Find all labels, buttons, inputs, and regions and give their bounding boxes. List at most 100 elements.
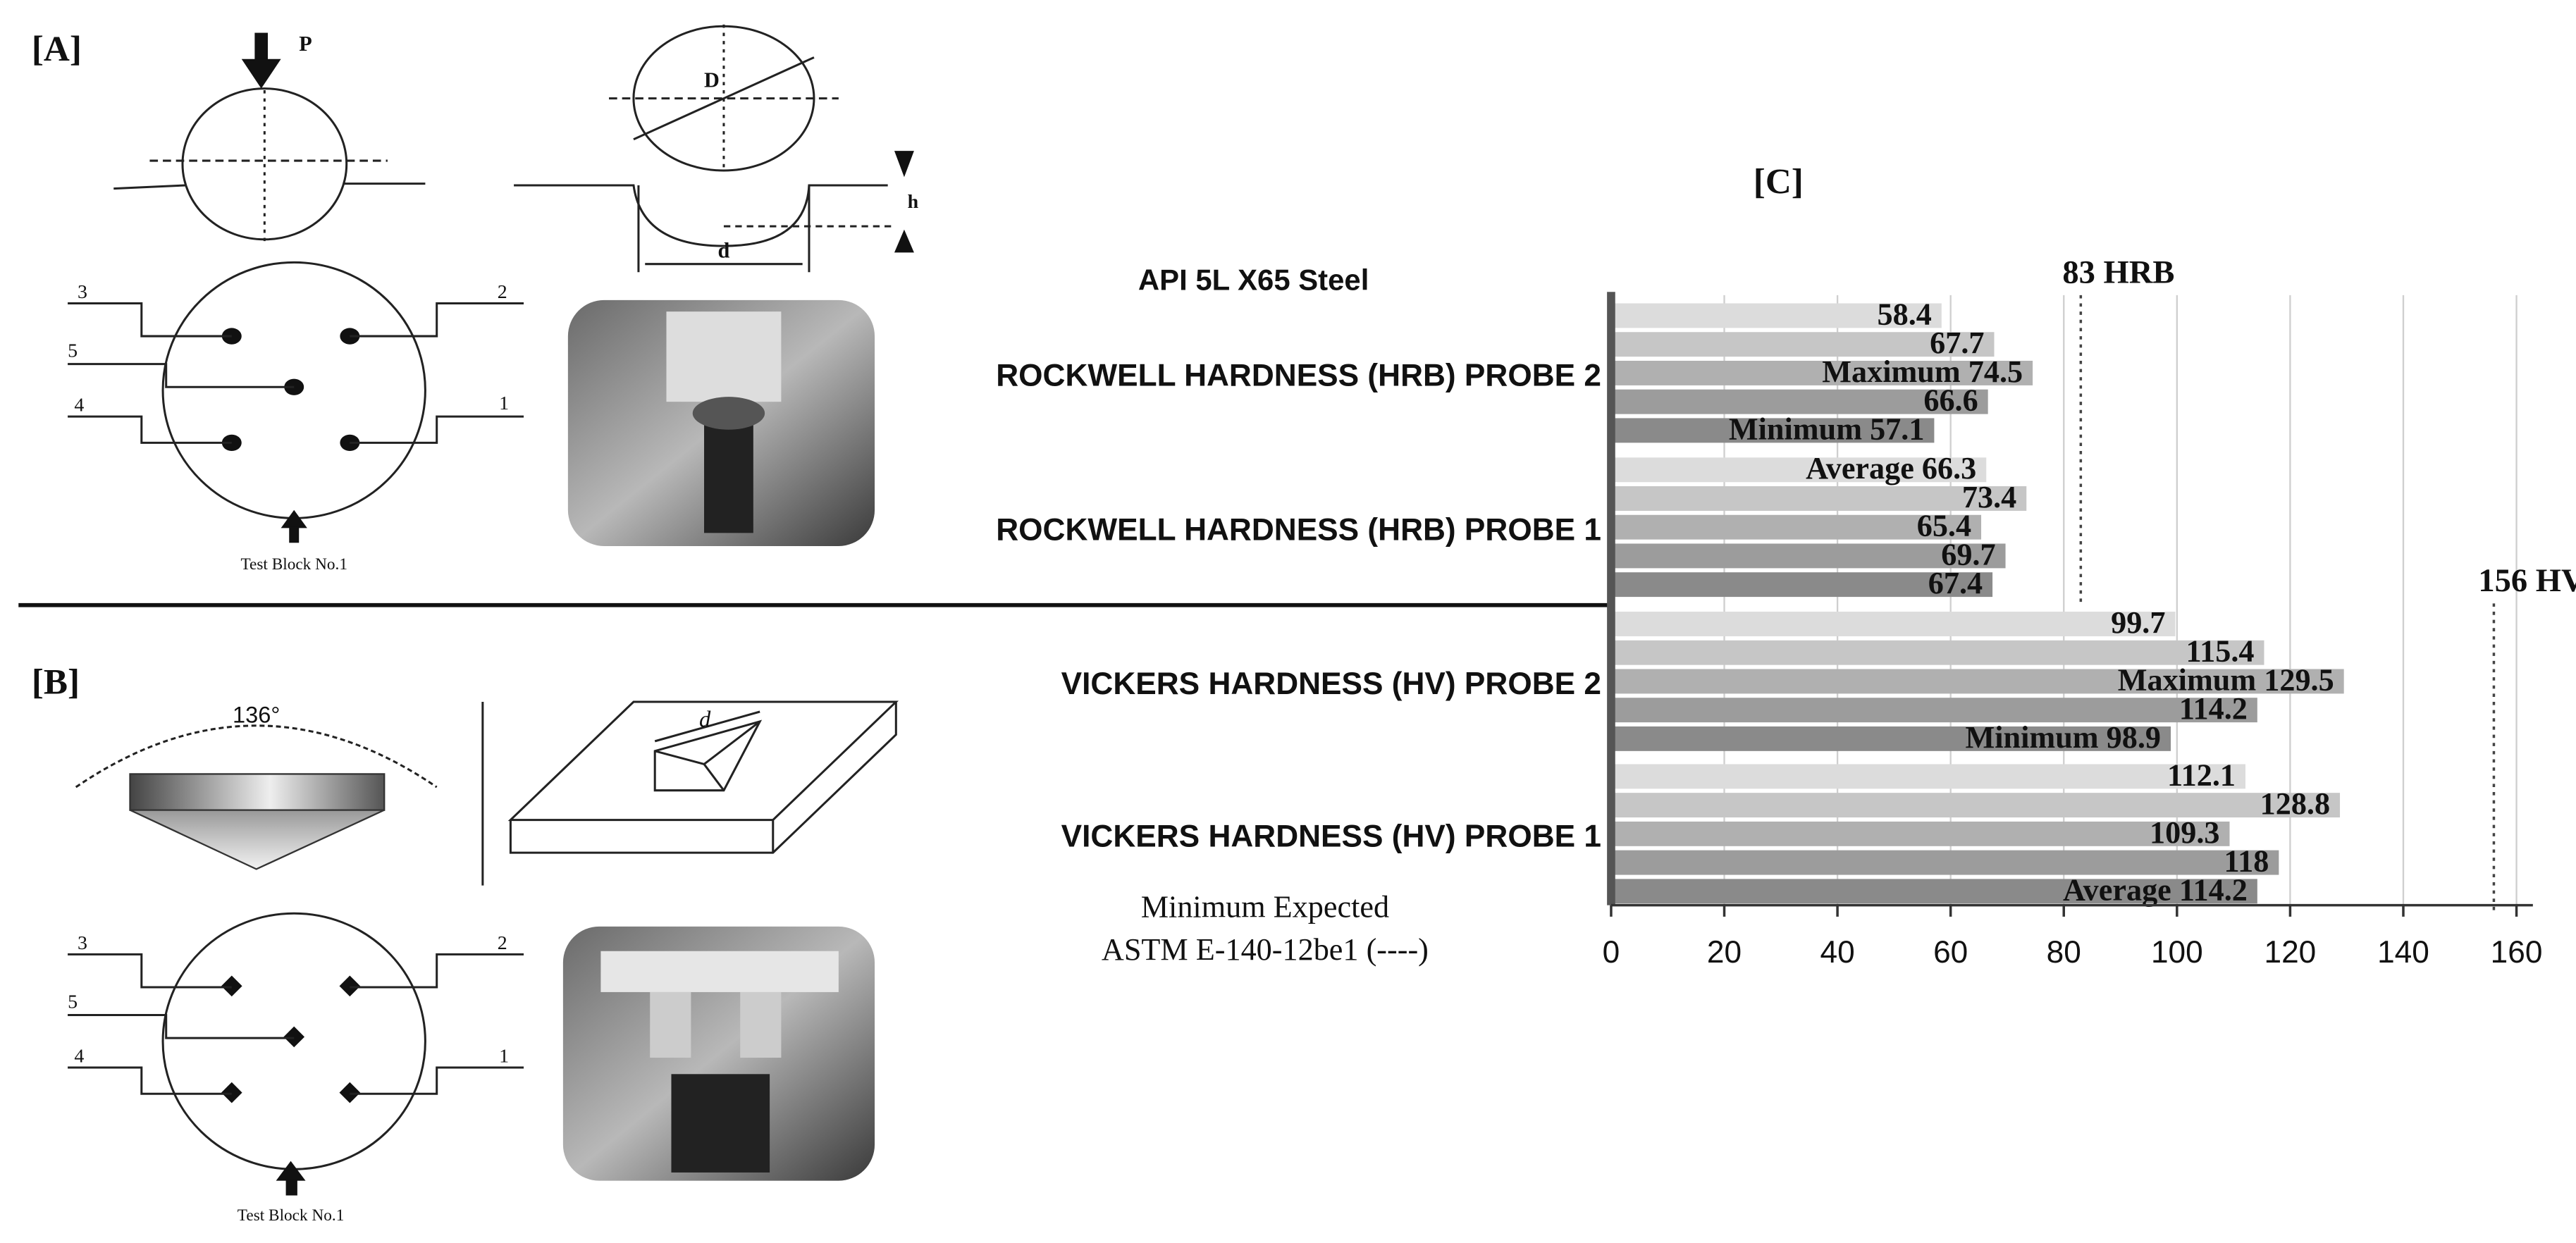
bar [1610,764,2245,789]
bar-chart: [C] API 5L X65 Steel Minimum Expected AS… [996,162,2576,970]
leads [68,953,524,1095]
category-label: ROCKWELL HARDNESS (HRB) PROBE 1 [996,512,1601,547]
value-label: 69.7 [1941,537,1995,571]
point-label: 2 [498,932,507,954]
bar [1610,332,1995,357]
bar [1610,457,1987,483]
point [340,434,360,451]
arrow [289,526,300,543]
value-label: 99.7 [2111,605,2165,640]
x-tick-label: 60 [1933,935,1968,970]
value-label: Minimum 98.9 [1966,720,2161,755]
point-label: 4 [74,1045,84,1067]
arrow [281,509,307,528]
width-label: d [718,238,730,262]
indent [653,719,763,792]
x-tick-label: 160 [2491,935,2543,970]
indenter-tip [130,809,385,870]
value-label: Average 114.2 [2063,872,2248,907]
bar [1610,418,1935,443]
value-label: Maximum 74.5 [1822,354,2023,389]
bar [1610,389,1988,414]
photo-detail [666,311,782,402]
point [221,1082,242,1103]
point [284,378,304,395]
value-label: 114.2 [2179,691,2248,726]
points [221,328,360,451]
surface [113,184,186,190]
caption: Test Block No.1 [240,555,347,574]
value-label: Minimum 57.1 [1729,412,1925,446]
x-tick-label: 80 [2047,935,2081,970]
bar [1610,726,2171,751]
value-label: Maximum 129.5 [2118,662,2334,697]
force-label: P [299,32,312,56]
x-tick-label: 20 [1707,935,1742,970]
value-label: 65.4 [1917,509,1971,543]
bar [1610,360,2033,385]
indenter [129,773,386,811]
arrow [276,1161,306,1181]
indent-profile [514,184,888,247]
panel-a: [A] P D d h 3 2 5 4 [32,24,919,574]
photo-detail [740,991,782,1058]
reference-label: 156 HV [2478,563,2576,599]
chart-title: API 5L X65 Steel [1138,263,1369,296]
panel-label: [C] [1754,162,1804,202]
bar [1610,669,2344,694]
point-label: 3 [78,932,87,954]
point-label: 5 [68,340,78,362]
force-arrow-head [241,58,281,89]
x-tick-label: 0 [1603,935,1620,970]
legend-note: Minimum Expected [1141,890,1389,924]
depth-arrow [894,229,914,253]
point [283,1026,305,1048]
panel-b: [B] 136° d 3 2 5 4 1 Test Block No.1 [32,662,899,1225]
arrow [285,1179,297,1196]
point [339,1082,361,1103]
bar [1610,303,1942,328]
bar [1610,572,1993,598]
value-label: 112.1 [2167,757,2236,792]
bar [1610,612,2176,636]
x-tick-label: 100 [2151,935,2203,970]
bar [1610,514,1982,540]
point [340,328,360,345]
angle-label: 136° [233,703,280,728]
diameter-label: D [704,68,720,92]
x-tick-label: 140 [2377,935,2429,970]
value-label: 128.8 [2260,786,2330,821]
depth-arrow [894,151,914,178]
value-label: 73.4 [1962,480,2016,514]
photo-detail [600,951,839,992]
photo-detail [692,397,765,430]
value-label: 66.6 [1923,383,1978,418]
bar [1610,486,2027,511]
bar [1610,698,2257,723]
points [221,975,361,1103]
value-label: Average 66.3 [1806,451,1976,486]
bar [1610,543,2006,569]
point-label: 2 [498,281,507,303]
reference-label: 83 HRB [2062,255,2174,291]
point-label: 5 [68,991,78,1013]
caption: Test Block No.1 [238,1206,345,1225]
bar [1610,793,2341,818]
value-label: 118 [2224,844,2269,879]
x-tick-label: 40 [1820,935,1855,970]
photo-detail [671,1074,770,1173]
value-label: 67.4 [1928,566,1983,600]
diagonal-label: d [699,707,711,732]
bar [1610,850,2279,875]
depth-label: h [908,191,919,213]
specimen [507,700,899,854]
leads [68,302,524,444]
point [339,975,361,997]
point-label: 3 [78,281,87,303]
dim-line [654,710,760,743]
bar [1610,640,2264,665]
panel-label: [A] [32,29,82,69]
photo-detail [704,418,753,533]
panel-label: [B] [32,662,80,703]
